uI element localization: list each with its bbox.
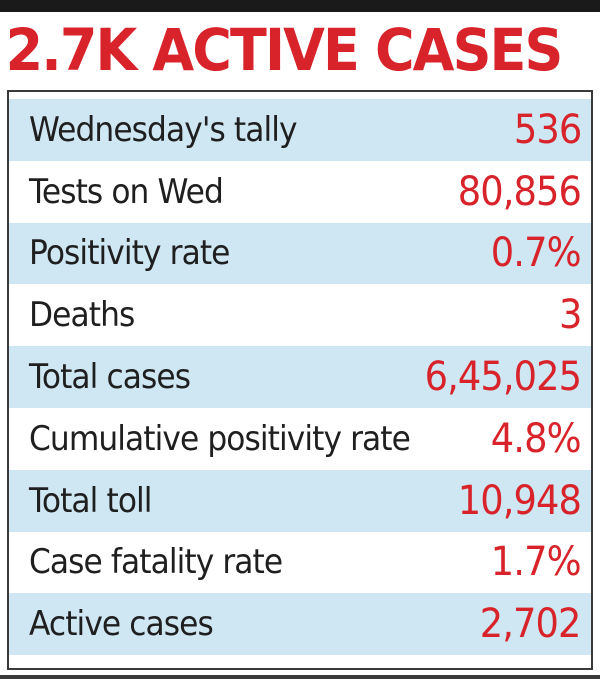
- row-value: 6,45,025: [424, 354, 581, 401]
- row-label: Wednesday's tally: [29, 109, 298, 150]
- row-value: 536: [513, 106, 582, 153]
- row-value: 3: [558, 292, 582, 339]
- row-label: Positivity rate: [29, 233, 230, 274]
- table-row: Deaths 3: [9, 284, 591, 346]
- table-row: Total cases 6,45,025: [9, 346, 591, 408]
- row-value: 4.8%: [491, 415, 582, 462]
- row-label: Active cases: [29, 604, 214, 645]
- table-row: Positivity rate 0.7%: [9, 222, 591, 285]
- headline: 2.7K ACTIVE CASES: [5, 16, 564, 84]
- row-label: Deaths: [29, 295, 135, 336]
- row-label: Case fatality rate: [29, 542, 283, 583]
- row-label: Total toll: [29, 480, 153, 521]
- row-label: Total cases: [29, 357, 191, 398]
- stats-table: Wednesday's tally 536 Tests on Wed 80,85…: [7, 90, 593, 670]
- bottom-rule: [0, 675, 600, 679]
- row-value: 10,948: [457, 477, 582, 524]
- row-label: Tests on Wed: [29, 171, 224, 212]
- top-bar: [0, 0, 600, 12]
- row-value: 2,702: [480, 601, 582, 648]
- table-row: Cumulative positivity rate 4.8%: [9, 408, 591, 470]
- table-row: Wednesday's tally 536: [9, 99, 591, 161]
- row-value: 80,856: [457, 168, 582, 215]
- row-value: 1.7%: [491, 539, 582, 586]
- row-label: Cumulative positivity rate: [29, 418, 411, 459]
- table-row: Tests on Wed 80,856: [9, 161, 591, 223]
- row-value: 0.7%: [491, 230, 582, 277]
- table-row: Active cases 2,702: [9, 593, 591, 656]
- table-row: Case fatality rate 1.7%: [9, 532, 591, 594]
- table-row: Total toll 10,948: [9, 469, 591, 532]
